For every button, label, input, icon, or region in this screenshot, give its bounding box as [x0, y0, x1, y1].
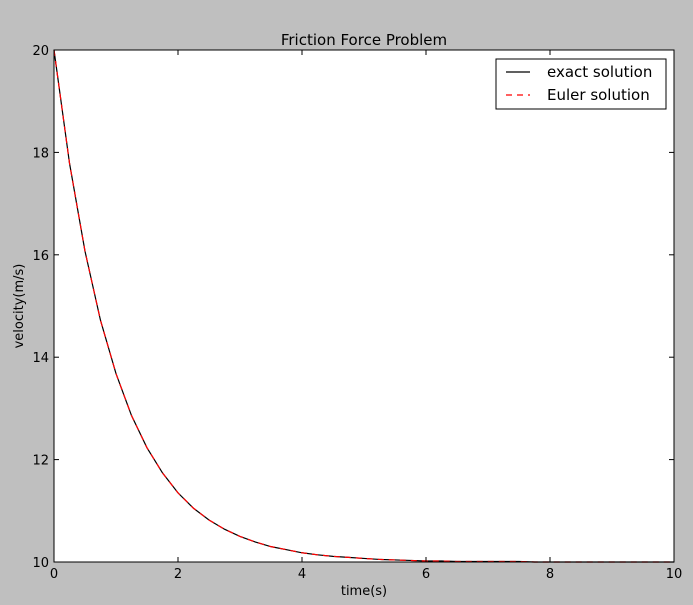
tick-layer: 0 2 4 6 8 10 10 12 14 16 18 20 [32, 44, 682, 582]
x-tick-label: 10 [666, 567, 683, 582]
legend-box [495, 58, 667, 110]
x-axis-label: time(s) [341, 584, 387, 599]
x-tick-label: 0 [50, 567, 58, 582]
x-tick-label: 8 [546, 567, 554, 582]
x-tick-label: 6 [422, 567, 430, 582]
y-tick-label: 10 [32, 556, 49, 571]
x-tick-label: 2 [174, 567, 182, 582]
y-tick-label: 16 [32, 249, 49, 264]
legend-label-euler-solution: Euler solution [547, 86, 650, 104]
plot-frame [53, 49, 675, 563]
legend-label-exact-solution: exact solution [547, 63, 652, 81]
plot-area [54, 50, 674, 562]
y-tick-label: 18 [32, 146, 49, 161]
x-tick-label: 4 [298, 567, 306, 582]
y-tick-label: 12 [32, 454, 49, 469]
y-tick-label: 20 [32, 44, 49, 59]
y-tick-label: 14 [32, 351, 49, 366]
legend: exact solution Euler solution [495, 58, 667, 110]
chart-title: Friction Force Problem [281, 31, 447, 49]
y-axis-label: velocity(m/s) [12, 264, 27, 349]
